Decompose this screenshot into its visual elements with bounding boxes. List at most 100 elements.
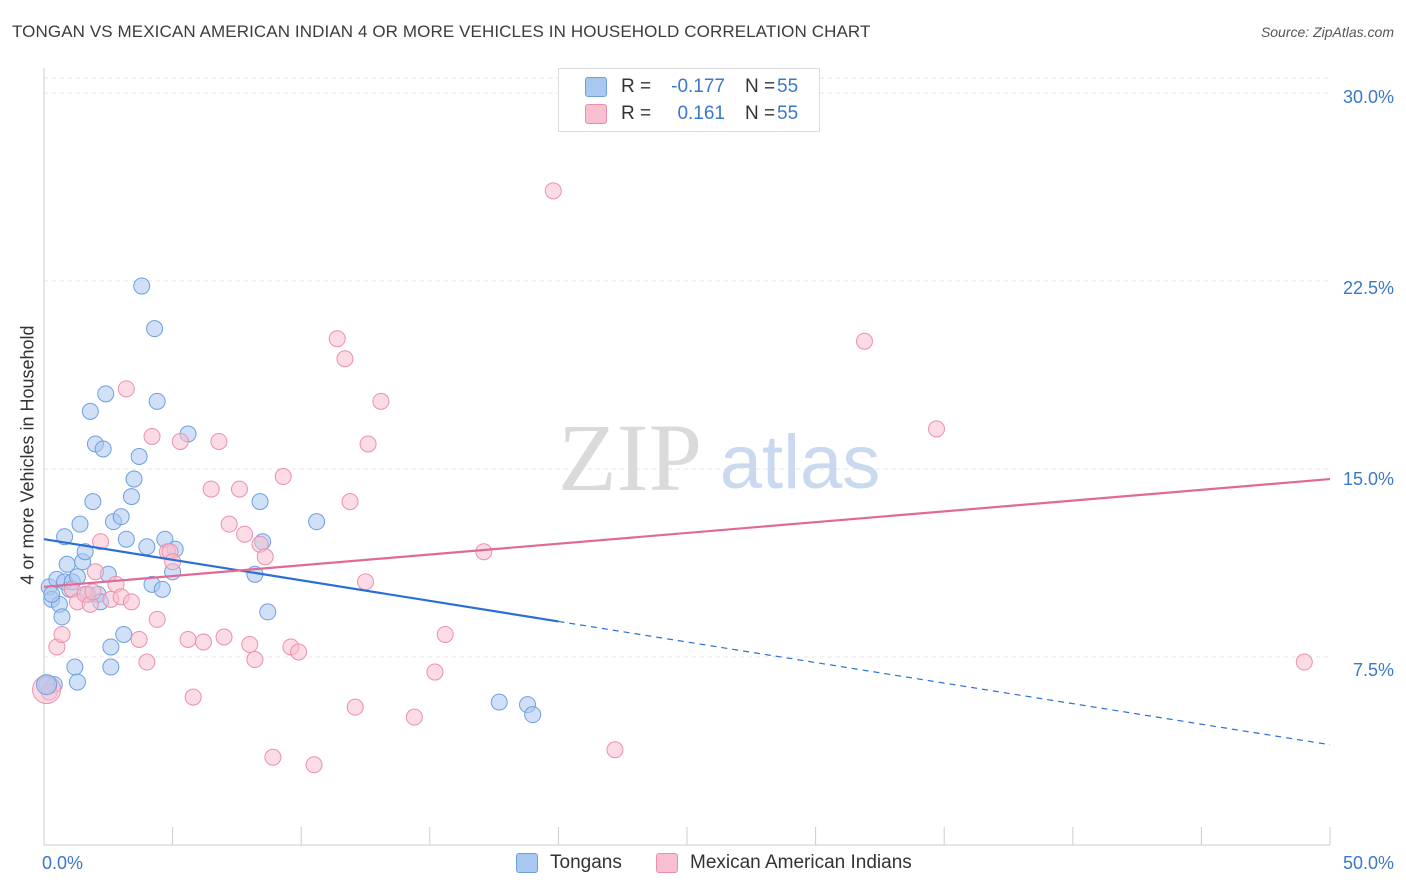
mexican-american-indians-point	[544, 182, 562, 200]
source-label: Source: ZipAtlas.com	[1260, 24, 1394, 40]
tongans-point	[117, 530, 135, 548]
axes-layer	[43, 68, 1331, 846]
legend-swatch-pink	[585, 104, 607, 124]
mexican-american-indians-point	[372, 392, 390, 410]
mexican-american-indians-point	[290, 643, 308, 661]
tongans-point	[94, 440, 112, 458]
tongans-point	[102, 638, 120, 656]
mexican-american-indians-point	[855, 332, 873, 350]
tongans-point	[43, 585, 61, 603]
mexican-american-indians-point	[179, 630, 197, 648]
mexican-american-indians-point	[241, 635, 259, 653]
tongans-trend-line-extrapolated	[558, 620, 1331, 746]
mexican-american-indians-point	[143, 427, 161, 445]
tongans-point	[68, 673, 86, 691]
watermark-zip: ZIP	[558, 404, 702, 511]
mexican-american-indians-point	[346, 698, 364, 716]
legend-swatch-blue	[585, 77, 607, 97]
mexican-american-indians-point	[194, 633, 212, 651]
mexican-american-indians-point	[230, 480, 248, 498]
mexican-american-indians-point	[305, 756, 323, 774]
mexican-american-indians-point	[210, 432, 228, 450]
mexican-american-indians-point	[328, 330, 346, 348]
legend-r-value: 0.161	[677, 103, 725, 124]
correlation-legend: R = -0.177 N = 55 R = 0.161 N = 55	[558, 68, 820, 132]
tongans-point	[76, 543, 94, 561]
y-axis-label: 4 or more Vehicles in Household	[17, 325, 38, 585]
x-tick-label-max: 50.0%	[1342, 853, 1394, 873]
legend-n-label: N =	[745, 103, 776, 124]
tongans-point	[102, 658, 120, 676]
tongans-point	[53, 608, 71, 626]
mexican-american-indians-point	[84, 583, 102, 601]
mexican-american-indians-point	[202, 480, 220, 498]
legend-swatch-blue	[516, 853, 538, 873]
legend-r-label: R =	[621, 103, 652, 124]
tongans-point	[115, 625, 133, 643]
tongans-point	[84, 493, 102, 511]
mexican-american-indians-point	[336, 350, 354, 368]
chart-title: TONGAN VS MEXICAN AMERICAN INDIAN 4 OR M…	[12, 22, 871, 41]
mexican-american-indians-point	[53, 625, 71, 643]
points-layer	[32, 182, 1313, 774]
tongans-point	[308, 513, 326, 531]
mexican-american-indians-point	[341, 493, 359, 511]
mexican-american-indians-point	[475, 543, 493, 561]
mexican-american-indians-point	[220, 515, 238, 533]
tongans-point	[138, 538, 156, 556]
legend-swatch-pink	[656, 853, 678, 873]
mexican-american-indians-point	[236, 525, 254, 543]
tongans-point	[56, 528, 74, 546]
mexican-american-indians-point	[426, 663, 444, 681]
mexican-american-indians-point	[274, 468, 292, 486]
mexican-american-indians-point	[359, 435, 377, 453]
mexican-american-indians-point	[86, 563, 104, 581]
tongans-point	[524, 706, 542, 724]
trend-layer	[43, 477, 1331, 746]
mexican-american-indians-point	[138, 653, 156, 671]
mexican-american-indians-point	[92, 533, 110, 551]
tongans-point	[125, 470, 143, 488]
mexican-american-indians-point	[357, 573, 374, 591]
legend-n-value: 55	[777, 76, 799, 97]
tongans-point	[66, 658, 84, 676]
x-tick-label-min: 0.0%	[42, 853, 84, 873]
watermark-atlas: atlas	[720, 420, 881, 505]
bottom-legend-mexican-american-indians: Mexican American Indians	[656, 852, 912, 874]
legend-n-label: N =	[745, 76, 776, 97]
tongans-point	[36, 674, 58, 696]
mexican-american-indians-point	[246, 651, 264, 669]
tongans-point	[71, 515, 89, 533]
mexican-american-indians-trend-line	[43, 477, 1331, 588]
watermark: ZIP atlas	[558, 404, 880, 511]
tongans-point	[148, 392, 166, 410]
mexican-american-indians-point	[184, 688, 202, 706]
tongans-point	[146, 320, 164, 338]
mexican-american-indians-point	[405, 708, 423, 726]
legend-n-value: 55	[777, 103, 799, 124]
tongans-point	[133, 277, 151, 295]
tongans-point	[130, 448, 148, 465]
y-tick-label: 30.0%	[1342, 87, 1394, 107]
y-tick-label: 15.0%	[1342, 469, 1394, 489]
tongans-point	[153, 580, 171, 598]
mexican-american-indians-point	[130, 630, 148, 648]
mexican-american-indians-point	[264, 748, 282, 766]
tongans-point	[259, 603, 277, 621]
tongans-point	[251, 493, 269, 511]
legend-series-label: Tongans	[550, 852, 622, 873]
legend-r-label: R =	[621, 76, 652, 97]
y-tick-label: 7.5%	[1352, 660, 1394, 680]
mexican-american-indians-point	[606, 741, 624, 759]
tongans-trend-line	[43, 538, 559, 623]
mexican-american-indians-point	[436, 625, 454, 643]
tongans-point	[81, 402, 99, 420]
tongans-point	[97, 385, 115, 403]
mexican-american-indians-point	[171, 432, 189, 450]
legend-r-value: -0.177	[671, 76, 725, 97]
bottom-legend-tongans: Tongans	[516, 852, 622, 874]
mexican-american-indians-point	[256, 548, 274, 566]
legend-series-label: Mexican American Indians	[690, 852, 912, 873]
mexican-american-indians-point	[927, 420, 945, 438]
